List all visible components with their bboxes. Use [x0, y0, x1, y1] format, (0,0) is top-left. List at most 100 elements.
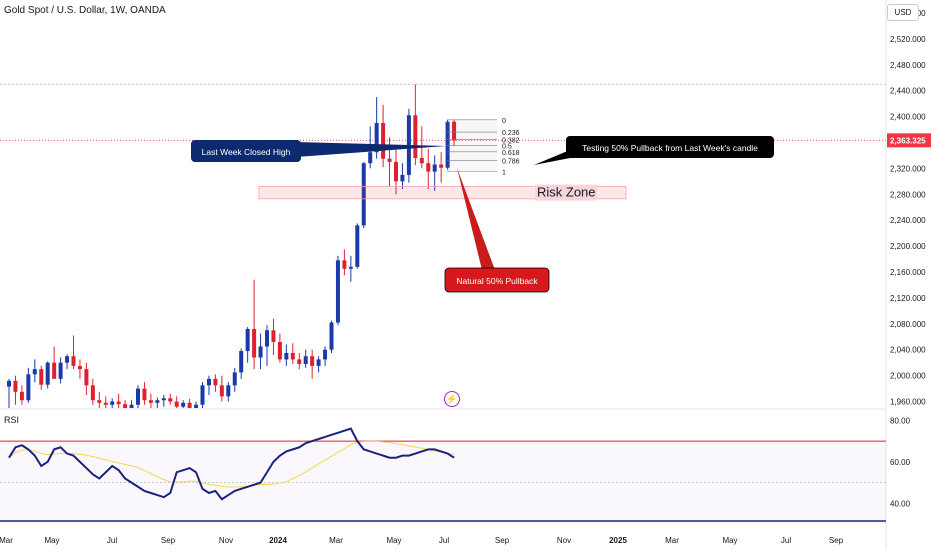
candle — [13, 375, 18, 405]
candle-body — [71, 356, 76, 366]
time-tick-label: 2025 — [609, 536, 627, 545]
fib-level-label: 0.5 — [502, 144, 512, 151]
candle-body — [432, 164, 437, 172]
time-tick-label: May — [44, 536, 59, 545]
candle — [213, 374, 218, 392]
candle-body — [206, 378, 211, 386]
candle-body — [426, 163, 431, 172]
price-tick-label: 2,400.000 — [890, 113, 926, 122]
candle-body — [368, 152, 373, 164]
candle-body — [381, 123, 386, 159]
candle — [39, 365, 44, 390]
candle-body — [290, 352, 295, 360]
price-tick-label: 2,440.000 — [890, 87, 926, 96]
candle-body — [387, 158, 392, 162]
candle-body — [400, 174, 405, 182]
candle-body — [136, 388, 140, 405]
time-tick-label: Mar — [665, 536, 679, 545]
candle — [219, 375, 224, 402]
candle — [245, 327, 250, 363]
candle-body — [123, 404, 128, 408]
risk-zone-label-bg — [535, 184, 597, 201]
rsi-ma-line — [8, 440, 455, 488]
candle-body — [39, 369, 44, 385]
candle — [284, 344, 289, 366]
candle — [348, 255, 353, 282]
candle — [116, 393, 121, 408]
candle-body — [297, 359, 302, 364]
callout-pointer — [457, 168, 495, 270]
candle-body — [374, 123, 379, 153]
candle-body — [258, 346, 263, 358]
candle-body — [116, 401, 121, 405]
rsi-title: RSI — [4, 415, 20, 425]
currency-selector[interactable]: USD — [887, 4, 919, 21]
candle — [97, 391, 102, 408]
candle-body — [194, 404, 199, 408]
rsi-tick-label: 80.00 — [890, 416, 911, 425]
candle — [148, 393, 153, 408]
fib-level-label: 0.236 — [502, 130, 520, 137]
time-tick-label: Jul — [781, 536, 791, 545]
time-tick-label: 2024 — [269, 536, 287, 545]
candle-body — [13, 380, 18, 392]
candle — [206, 375, 211, 396]
candle — [52, 346, 57, 379]
candle — [445, 119, 450, 170]
candle-body — [213, 378, 218, 386]
candle — [297, 352, 302, 370]
candle — [439, 152, 444, 183]
callout-testing-text: Testing 50% Pullback from Last Week's ca… — [582, 143, 758, 153]
candle-body — [65, 356, 70, 363]
candle — [77, 359, 82, 379]
candle-body — [452, 121, 457, 141]
time-tick-label: Sep — [495, 536, 510, 545]
callout-natural-box — [444, 267, 550, 293]
candle-body — [316, 359, 321, 366]
candle-body — [361, 163, 366, 226]
fib-level-label: 0.618 — [502, 150, 520, 157]
candle-body — [187, 402, 192, 408]
candle — [142, 382, 147, 405]
fib-level-label: 0.786 — [502, 159, 520, 166]
price-tick-label: 2,280.000 — [890, 190, 926, 199]
candle — [239, 348, 244, 379]
rsi-line — [8, 427, 455, 501]
candle — [136, 385, 140, 408]
candle — [26, 367, 31, 403]
price-tick-label: 2,160.000 — [890, 268, 926, 277]
candle-body — [97, 400, 102, 403]
callout-natural-text: Natural 50% Pullback — [456, 276, 538, 286]
candle-body — [129, 404, 134, 408]
candle — [323, 346, 328, 366]
candle — [200, 382, 205, 408]
candle — [32, 359, 37, 383]
lightning-icon[interactable]: ⚡ — [444, 391, 460, 407]
candle-body — [26, 374, 31, 401]
rsi-band — [0, 441, 886, 525]
candle-body — [148, 400, 153, 403]
price-tick-label: 2,040.000 — [890, 346, 926, 355]
candle-body — [161, 398, 166, 401]
candle — [194, 401, 199, 408]
candle — [232, 367, 237, 392]
candle-body — [77, 365, 82, 370]
candle-body — [277, 341, 282, 360]
candle — [329, 320, 334, 353]
candle-body — [142, 388, 147, 401]
candle-body — [45, 362, 50, 385]
candle-body — [310, 356, 315, 366]
candle — [103, 396, 108, 408]
candle — [19, 385, 24, 405]
candle — [310, 349, 315, 379]
candle-body — [394, 161, 398, 182]
candle-body — [232, 372, 237, 386]
price-tick-label: 2,080.000 — [890, 320, 926, 329]
candle-body — [439, 164, 444, 168]
candle-body — [265, 330, 269, 347]
candle — [110, 398, 115, 408]
candle — [84, 362, 89, 396]
candle-body — [32, 369, 37, 375]
candle-body — [419, 158, 424, 164]
